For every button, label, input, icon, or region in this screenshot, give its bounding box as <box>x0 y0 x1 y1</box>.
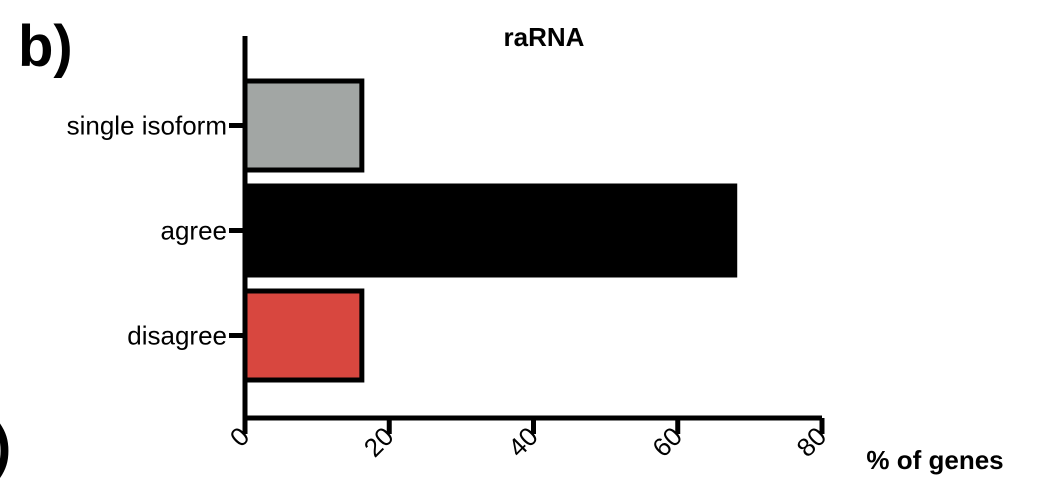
y-tick-label-disagree: disagree <box>127 321 227 351</box>
bar-single-isoform <box>242 78 365 173</box>
panel-label: b) <box>18 14 73 79</box>
x-tick-label: 60 <box>646 421 688 463</box>
bar-disagree <box>242 288 365 383</box>
cut-panel-label: ) <box>0 418 11 476</box>
y-tick-label-single-isoform: single isoform <box>67 111 227 141</box>
chart-title: raRNA <box>504 22 585 52</box>
x-tick-label: 0 <box>224 421 255 452</box>
x-tick-label: 40 <box>502 421 544 463</box>
x-tick-label: 20 <box>358 421 400 463</box>
x-tick-label: 80 <box>791 421 833 463</box>
x-axis-label: % of genes <box>866 445 1003 475</box>
y-tick-label-agree: agree <box>161 216 228 246</box>
bar-agree <box>242 183 738 278</box>
